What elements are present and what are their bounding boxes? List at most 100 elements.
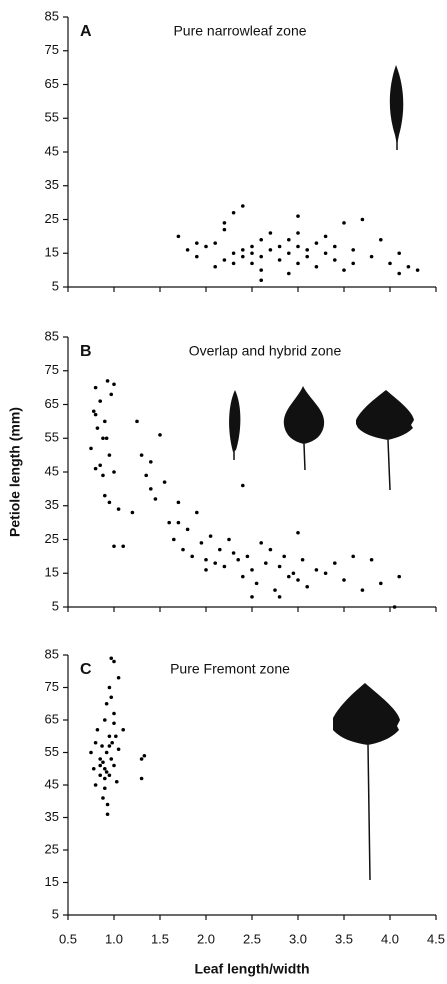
leaf-intermediate-b <box>283 386 325 471</box>
y-tick-label: 15 <box>45 874 59 889</box>
panel-label: A <box>80 23 92 40</box>
y-tick-label: 25 <box>45 211 59 226</box>
y-tick-label: 35 <box>45 497 59 512</box>
point <box>277 244 282 249</box>
point <box>314 568 319 572</box>
x-tick-label: 4.0 <box>381 931 399 946</box>
point <box>296 261 300 266</box>
point <box>204 557 208 562</box>
point <box>149 460 153 464</box>
point <box>103 419 107 424</box>
point <box>103 776 107 781</box>
point <box>296 244 300 249</box>
point <box>360 217 365 222</box>
point <box>204 244 208 249</box>
point <box>112 659 116 664</box>
point <box>268 231 273 235</box>
point <box>107 453 112 457</box>
point <box>360 588 365 592</box>
point <box>105 379 110 383</box>
point <box>153 497 158 501</box>
panel: 5 15 25 35 45 55 65 75 85 A Pure narrowleaf zone <box>45 8 437 293</box>
point <box>98 757 102 761</box>
y-tick-label: 5 <box>52 906 59 921</box>
point <box>323 251 328 256</box>
x-tick-label: 1.5 <box>151 931 169 946</box>
panel-title: Overlap and hybrid zone <box>189 343 342 359</box>
point <box>305 584 310 589</box>
point <box>190 554 194 559</box>
point <box>277 564 282 569</box>
point <box>287 251 291 256</box>
point <box>103 766 107 771</box>
point <box>213 264 217 269</box>
point <box>208 534 213 538</box>
point <box>241 483 245 488</box>
point <box>231 551 236 555</box>
point <box>100 744 104 748</box>
point <box>112 721 116 726</box>
point <box>195 254 199 259</box>
point <box>236 557 240 562</box>
point <box>114 734 118 739</box>
point <box>107 500 112 505</box>
point <box>250 244 254 249</box>
y-tick-label: 55 <box>45 430 59 445</box>
point <box>314 264 319 269</box>
point <box>259 541 264 545</box>
point <box>93 385 98 390</box>
x-axis-label: Leaf length/width <box>194 961 309 977</box>
point <box>91 409 96 414</box>
point <box>241 204 245 208</box>
point <box>105 802 110 807</box>
point <box>176 234 181 239</box>
point <box>287 574 291 579</box>
point <box>98 773 102 778</box>
point <box>392 605 397 609</box>
point <box>93 466 98 471</box>
point <box>130 510 135 515</box>
point <box>264 561 268 565</box>
point <box>116 675 121 680</box>
point <box>89 446 93 451</box>
point <box>379 581 383 586</box>
point <box>296 530 300 535</box>
point <box>291 571 296 576</box>
point <box>305 254 310 259</box>
point <box>98 399 102 403</box>
point <box>296 231 300 235</box>
point <box>93 783 98 787</box>
point <box>101 760 105 765</box>
point <box>176 500 181 505</box>
point <box>250 595 254 599</box>
panel-label: B <box>80 343 92 360</box>
point <box>93 412 98 417</box>
y-tick-label: 55 <box>45 744 59 759</box>
point <box>107 773 112 778</box>
point <box>213 241 217 245</box>
x-tick-label: 1.0 <box>105 931 123 946</box>
point <box>142 753 147 758</box>
y-axis-label: Petiole length (mm) <box>7 407 23 537</box>
point <box>323 234 328 239</box>
point <box>162 480 167 484</box>
y-tick-label: 55 <box>45 110 59 125</box>
point <box>199 541 204 545</box>
panel-label: C <box>80 661 92 678</box>
point <box>333 258 337 262</box>
point <box>101 796 105 800</box>
point <box>185 527 190 532</box>
point <box>351 248 356 252</box>
panel: 5 15 25 35 45 55 65 75 85 B Overlap and hybrid zon… <box>7 328 437 613</box>
point <box>213 561 217 565</box>
point <box>273 588 277 592</box>
point <box>222 227 227 232</box>
point <box>105 812 110 817</box>
point <box>406 264 411 269</box>
point <box>222 258 227 262</box>
y-tick-label: 35 <box>45 177 59 192</box>
y-tick-label: 75 <box>45 362 59 377</box>
point <box>296 578 300 582</box>
point <box>91 766 96 771</box>
